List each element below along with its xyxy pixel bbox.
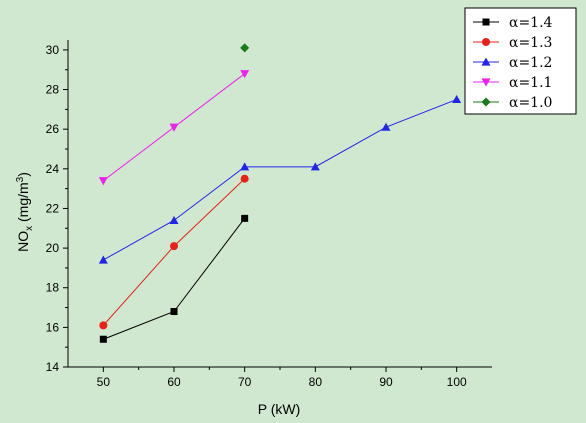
- x-tick-label-80: 80: [309, 375, 323, 389]
- legend-marker-3: [481, 57, 491, 66]
- data-point: [241, 214, 249, 222]
- x-axis-title: P (kW): [258, 401, 301, 417]
- series-3: [98, 94, 462, 264]
- data-point: [240, 70, 250, 79]
- series-4: [98, 70, 250, 186]
- data-point: [170, 242, 178, 251]
- data-point: [169, 123, 179, 132]
- y-axis-title-unit: (mg/m: [15, 182, 31, 226]
- y-axis-title-sub: x: [24, 226, 35, 231]
- x-tick-label-50: 50: [97, 375, 111, 389]
- y-axis-title-main: NO: [15, 231, 31, 252]
- data-point: [169, 215, 179, 224]
- y-tick-label-28: 28: [46, 83, 60, 97]
- y-tick-label-24: 24: [46, 162, 60, 176]
- legend-label-4: α=1.1: [509, 75, 552, 91]
- legend-marker-2: [482, 38, 490, 46]
- y-tick-label-26: 26: [46, 122, 60, 136]
- data-point: [240, 162, 250, 171]
- data-point: [98, 177, 108, 186]
- data-point: [99, 321, 108, 330]
- legend-label-5: α=1.0: [509, 95, 552, 111]
- legend-label-2: α=1.3: [509, 35, 552, 51]
- y-tick-label-14: 14: [46, 360, 60, 374]
- series-line-2: [102, 178, 246, 326]
- series-1: [99, 214, 249, 343]
- data-point: [170, 308, 178, 316]
- y-tick-label-22: 22: [46, 201, 60, 215]
- series-line-3: [103, 98, 457, 261]
- legend-marker-1: [482, 18, 490, 26]
- y-tick-label-16: 16: [46, 320, 60, 334]
- x-tick-label-70: 70: [238, 375, 252, 389]
- y-tick-label-18: 18: [46, 281, 60, 295]
- y-tick-label-30: 30: [46, 43, 60, 57]
- y-axis-title-unit-close: ): [15, 172, 31, 177]
- series-5: [240, 43, 250, 53]
- series-layer: [98, 43, 462, 343]
- series-line-1: [103, 218, 246, 340]
- x-tick-label-90: 90: [379, 375, 393, 389]
- y-axis-title-unit-sup: 3: [15, 176, 26, 182]
- legend-label-1: α=1.4: [509, 15, 553, 31]
- legend-box: [464, 7, 577, 115]
- legend-marker-5: [481, 97, 491, 107]
- data-point: [240, 43, 250, 53]
- legend-label-3: α=1.2: [509, 55, 552, 71]
- data-point: [98, 255, 108, 264]
- y-axis-title: NOx (mg/m3): [15, 172, 35, 252]
- series-2: [99, 174, 249, 330]
- legend-marker-4: [481, 78, 491, 87]
- data-point: [240, 174, 249, 183]
- data-point: [381, 122, 391, 131]
- data-point: [99, 335, 107, 343]
- x-tick-label-100: 100: [447, 375, 467, 389]
- data-point: [310, 162, 320, 171]
- legend: α=1.4 α=1.3 α=1.2 α=1.1 α=1.0: [464, 7, 577, 115]
- axes: 50 60 70 80 90 100 14 16 18 20 22 24 26 28 30: [46, 40, 492, 389]
- data-point: [452, 94, 462, 104]
- x-tick-label-60: 60: [167, 375, 181, 389]
- y-tick-label-20: 20: [46, 241, 60, 255]
